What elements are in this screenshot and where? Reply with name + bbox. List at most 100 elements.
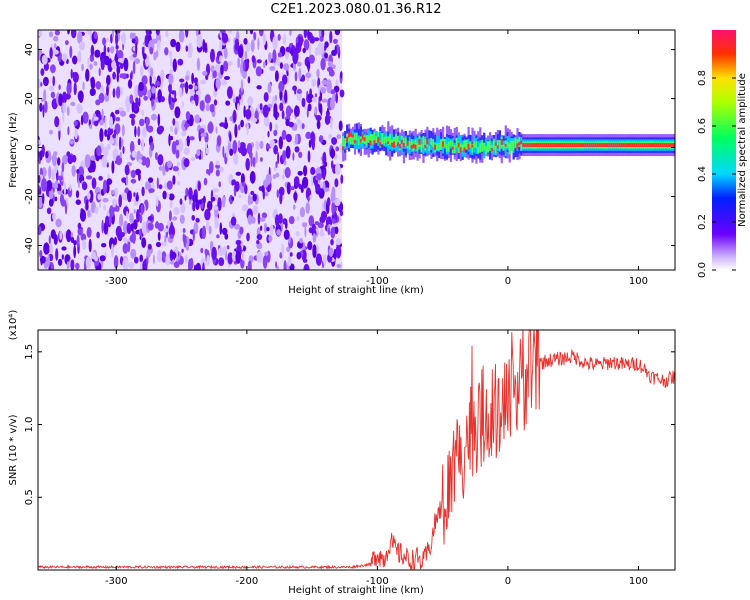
- band-cell: [673, 143, 675, 147]
- band-cell: [659, 143, 662, 147]
- noise-speck: [114, 109, 120, 115]
- noise-speck: [283, 260, 287, 270]
- noise-speck: [293, 204, 296, 210]
- noise-speck: [81, 239, 87, 251]
- noise-speck: [191, 214, 195, 221]
- noise-speck: [334, 163, 341, 176]
- noise-speck: [277, 33, 281, 41]
- noise-speck: [259, 140, 264, 149]
- noise-speck: [314, 47, 319, 56]
- x-tick-label: -200: [236, 276, 259, 287]
- noise-speck: [153, 75, 156, 84]
- noise-speck: [54, 116, 60, 128]
- noise-speck: [157, 125, 165, 133]
- band-cell: [426, 141, 429, 154]
- noise-speck: [87, 57, 90, 69]
- noise-speck: [243, 38, 248, 45]
- band-cell: [620, 143, 623, 147]
- noise-speck: [103, 221, 109, 235]
- band-cell: [408, 141, 411, 150]
- band-cell: [549, 143, 552, 147]
- noise-speck: [99, 128, 104, 142]
- noise-speck: [284, 89, 288, 104]
- noise-speck: [231, 196, 235, 201]
- band-cell: [596, 143, 599, 147]
- noise-speck: [340, 71, 343, 79]
- noise-speck: [95, 265, 100, 270]
- noise-speck: [54, 184, 59, 189]
- noise-speck: [305, 131, 312, 139]
- band-cell: [616, 143, 619, 147]
- noise-speck: [81, 181, 88, 191]
- noise-speck: [301, 97, 306, 108]
- noise-speck: [207, 121, 214, 134]
- noise-speck: [53, 35, 59, 42]
- noise-speck: [268, 235, 273, 243]
- noise-speck: [141, 75, 148, 86]
- noise-speck: [308, 139, 312, 148]
- noise-speck: [295, 42, 302, 54]
- noise-speck: [135, 168, 141, 176]
- noise-speck: [252, 205, 259, 215]
- band-cell: [436, 143, 439, 151]
- noise-speck: [202, 262, 205, 270]
- noise-speck: [224, 76, 230, 80]
- band-cell: [350, 132, 353, 137]
- noise-speck: [307, 30, 310, 38]
- noise-speck: [85, 199, 89, 211]
- band-cell: [551, 143, 554, 147]
- band-cell: [510, 141, 513, 152]
- noise-speck: [317, 222, 324, 229]
- band-cell: [355, 132, 358, 149]
- noise-speck: [301, 222, 308, 228]
- noise-speck: [338, 120, 343, 132]
- noise-speck: [260, 157, 263, 162]
- noise-speck: [138, 97, 141, 107]
- band-cell: [577, 143, 580, 147]
- noise-speck: [244, 184, 248, 195]
- noise-speck: [339, 89, 345, 98]
- noise-speck: [307, 241, 313, 250]
- noise-speck: [129, 113, 136, 119]
- noise-speck: [223, 47, 228, 60]
- noise-speck: [188, 187, 193, 200]
- noise-speck: [179, 198, 183, 205]
- noise-speck: [185, 187, 189, 197]
- snr-line-layer: [38, 330, 675, 570]
- noise-speck: [305, 202, 310, 214]
- noise-speck: [334, 226, 339, 235]
- noise-speck: [169, 69, 174, 75]
- band-cell: [651, 143, 654, 147]
- noise-speck: [235, 239, 242, 246]
- noise-speck: [229, 148, 234, 156]
- band-cell: [475, 141, 478, 148]
- noise-speck: [198, 199, 203, 205]
- noise-speck: [49, 129, 53, 135]
- noise-speck: [183, 147, 190, 155]
- noise-speck: [207, 168, 211, 176]
- band-cell: [397, 135, 400, 144]
- noise-speck: [285, 119, 290, 127]
- noise-speck: [328, 133, 332, 140]
- noise-speck: [183, 158, 190, 168]
- noise-speck: [110, 46, 115, 54]
- noise-speck: [155, 30, 160, 36]
- noise-speck: [242, 204, 249, 212]
- noise-speck: [62, 102, 67, 113]
- band-cell: [547, 143, 550, 147]
- band-cell: [594, 143, 597, 147]
- noise-speck: [169, 135, 174, 141]
- noise-speck: [101, 108, 104, 123]
- band-cell: [637, 143, 640, 147]
- noise-speck: [247, 214, 253, 225]
- noise-speck: [120, 87, 123, 96]
- noise-speck: [110, 33, 113, 44]
- noise-speck: [69, 183, 72, 192]
- noise-speck: [156, 177, 159, 189]
- noise-speck: [155, 241, 162, 248]
- band-cell: [463, 140, 466, 152]
- noise-speck: [216, 234, 220, 239]
- noise-speck: [133, 85, 139, 98]
- noise-speck: [223, 245, 227, 256]
- noise-speck: [247, 76, 251, 84]
